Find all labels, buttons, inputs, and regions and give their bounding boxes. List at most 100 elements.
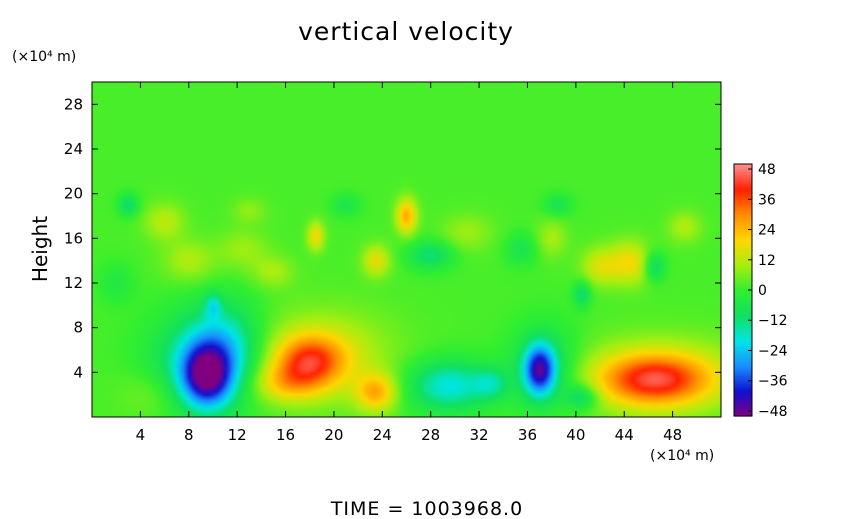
x-tick-label: 20 <box>324 426 343 444</box>
colorbar-tick-label: 36 <box>758 192 776 208</box>
colorbar-segment <box>734 290 752 294</box>
y-axis: 4 8 12 16 20 24 28 <box>64 95 721 381</box>
y-tick-label: 12 <box>64 274 83 292</box>
colorbar-segment <box>734 375 752 379</box>
colorbar-segment <box>734 390 752 394</box>
colorbar-segment <box>734 229 752 233</box>
colorbar-segment <box>734 237 752 241</box>
x-tick-label: 48 <box>663 426 682 444</box>
colorbar-segment <box>734 410 752 415</box>
colorbar-segment <box>734 282 752 286</box>
colorbar-segment <box>734 337 752 341</box>
colorbar-segment <box>734 272 752 276</box>
colorbar-segment <box>734 380 752 384</box>
colorbar-segment <box>734 342 752 347</box>
colorbar-segment <box>734 264 752 268</box>
colorbar-segment <box>734 211 752 215</box>
colorbar-segment <box>734 206 752 210</box>
y-tick-label: 16 <box>64 229 83 247</box>
colorbar-segment <box>734 312 752 316</box>
colorbar-segment <box>734 317 752 321</box>
y-tick-label: 24 <box>64 140 83 158</box>
x-tick-label: 24 <box>373 426 392 444</box>
colorbar-segment <box>734 279 752 284</box>
colorbar-segment <box>734 199 752 203</box>
colorbar-segment <box>734 398 752 402</box>
colorbar-segment <box>734 373 752 377</box>
colorbar-segment <box>734 216 752 221</box>
x-tick-label: 44 <box>615 426 634 444</box>
colorbar-segment <box>734 340 752 344</box>
colorbar-segment <box>734 307 752 311</box>
colorbar-segment <box>734 325 752 329</box>
colorbar-segment <box>734 259 752 263</box>
colorbar-segment <box>734 292 752 296</box>
colorbar-segment <box>734 360 752 364</box>
colorbar-segment <box>734 194 752 198</box>
colorbar-segment <box>734 305 752 309</box>
colorbar-segment <box>734 252 752 256</box>
colorbar-segment <box>734 400 752 404</box>
colorbar-tick-label: 0 <box>758 283 767 299</box>
colorbar-segment <box>734 221 752 226</box>
colorbar-segment <box>734 335 752 339</box>
colorbar-tick-label: 12 <box>758 253 776 269</box>
colorbar-segment <box>734 184 752 188</box>
colorbar-segment <box>734 181 752 185</box>
colorbar-tick-label: 48 <box>758 162 776 178</box>
x-tick-label: 32 <box>470 426 489 444</box>
colorbar-segment <box>734 355 752 359</box>
colorbar-segment <box>734 179 752 183</box>
x-tick-label: 12 <box>228 426 247 444</box>
colorbar-segment <box>734 227 752 231</box>
colorbar-segment <box>734 388 752 392</box>
colorbar-segment <box>734 368 752 372</box>
colorbar-segment <box>734 176 752 180</box>
x-tick-label: 16 <box>276 426 295 444</box>
colorbar-segment <box>734 244 752 248</box>
colorbar-segment <box>734 164 752 168</box>
colorbar: 48 36 24 12 0 −12 −24 −36 −48 <box>733 162 788 420</box>
colorbar-segment <box>734 287 752 291</box>
colorbar-tick-label: −48 <box>758 404 788 420</box>
colorbar-segment <box>734 169 752 173</box>
colorbar-segment <box>734 320 752 324</box>
colorbar-segment <box>734 232 752 236</box>
colorbar-segment <box>734 350 752 354</box>
colorbar-segment <box>734 302 752 306</box>
x-unit-label: (×10⁴ m) <box>650 448 714 464</box>
x-tick-label: 36 <box>518 426 537 444</box>
colorbar-segment <box>734 219 752 223</box>
colorbar-segment <box>734 247 752 251</box>
colorbar-segment <box>734 249 752 253</box>
y-tick-label: 28 <box>64 95 83 113</box>
colorbar-segment <box>734 267 752 271</box>
colorbar-segment <box>734 234 752 238</box>
colorbar-segment <box>734 300 752 304</box>
y-axis-label: Height <box>28 216 52 282</box>
colorbar-segment <box>734 330 752 334</box>
colorbar-segment <box>734 257 752 261</box>
plot-frame <box>91 81 722 418</box>
chart-title: vertical velocity <box>298 17 514 46</box>
colorbar-segment <box>734 191 752 195</box>
colorbar-segment <box>734 214 752 218</box>
colorbar-segment <box>734 262 752 266</box>
colorbar-segment <box>734 365 752 369</box>
colorbar-segment <box>734 347 752 352</box>
colorbar-segment <box>734 310 752 314</box>
y-tick-label: 8 <box>73 319 83 337</box>
colorbar-segment <box>734 327 752 331</box>
colorbar-tick-label: −24 <box>758 343 788 359</box>
colorbar-segment <box>734 358 752 362</box>
colorbar-segment <box>734 171 752 175</box>
colorbar-segment <box>734 383 752 387</box>
colorbar-segment <box>734 284 752 289</box>
colorbar-segment <box>734 196 752 200</box>
colorbar-segment <box>734 209 752 213</box>
colorbar-segment <box>734 239 752 243</box>
colorbar-segment <box>734 345 752 349</box>
colorbar-segment <box>734 277 752 281</box>
colorbar-segment <box>734 370 752 374</box>
